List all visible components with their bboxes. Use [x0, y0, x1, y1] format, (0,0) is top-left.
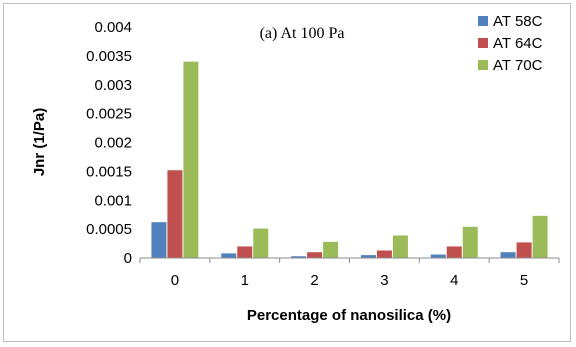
legend-label: AT 58C — [493, 13, 543, 30]
bar-at-58c-4 — [430, 254, 446, 258]
bar-at-70c-5 — [532, 215, 548, 258]
legend: AT 58C AT 64C AT 70C — [478, 13, 543, 74]
bar-at-70c-0 — [183, 61, 199, 259]
x-tick-label: 2 — [310, 272, 318, 289]
y-tick-label: 0.0015 — [86, 163, 132, 180]
y-tick-label: 0.0025 — [86, 106, 132, 123]
y-tick-label: 0 — [124, 250, 132, 267]
bar-at-64c-3 — [376, 250, 392, 258]
y-tick-label: 0.0035 — [86, 48, 132, 65]
legend-swatch — [478, 60, 488, 70]
y-tick-label: 0.0005 — [86, 221, 132, 238]
y-tick-label: 0.002 — [94, 135, 132, 152]
legend-label: AT 70C — [493, 57, 543, 74]
bar-series — [151, 61, 548, 259]
legend-swatch — [478, 38, 488, 48]
x-tick-label: 0 — [171, 272, 179, 289]
chart-annotation: (a) At 100 Pa — [260, 25, 345, 42]
legend-swatch — [478, 16, 488, 26]
x-axis-title: Percentage of nanosilica (%) — [247, 307, 451, 324]
bar-at-64c-5 — [516, 242, 532, 258]
y-axis-title: Jnr (1/Pa) — [31, 108, 48, 176]
y-tick-label: 0.003 — [94, 77, 132, 94]
bar-at-70c-3 — [392, 235, 408, 258]
x-tick-label: 5 — [520, 272, 528, 289]
bar-at-58c-5 — [500, 252, 516, 258]
bar-at-70c-2 — [323, 241, 339, 258]
bar-at-58c-3 — [360, 255, 376, 258]
bar-at-64c-4 — [446, 246, 462, 258]
chart-frame — [3, 3, 571, 342]
bar-at-64c-2 — [307, 252, 323, 258]
legend-label: AT 64C — [493, 35, 543, 52]
x-tick-label: 1 — [241, 272, 249, 289]
y-tick-label: 0.001 — [94, 192, 132, 209]
x-axis-ticks: 0 1 2 3 4 5 — [139, 258, 560, 289]
bar-at-70c-4 — [462, 226, 478, 258]
bar-at-58c-2 — [291, 256, 307, 258]
y-axis-ticks: 0 0.0005 0.001 0.0015 0.002 0.0025 0.003 0.0035… — [86, 19, 132, 267]
x-tick-label: 3 — [380, 272, 388, 289]
bar-at-58c-1 — [221, 253, 237, 258]
y-tick-label: 0.004 — [94, 19, 132, 36]
bar-at-58c-0 — [151, 222, 167, 258]
bar-at-64c-0 — [167, 170, 183, 258]
bar-at-64c-1 — [237, 246, 253, 258]
bar-at-70c-1 — [253, 228, 269, 258]
x-tick-label: 4 — [450, 272, 458, 289]
